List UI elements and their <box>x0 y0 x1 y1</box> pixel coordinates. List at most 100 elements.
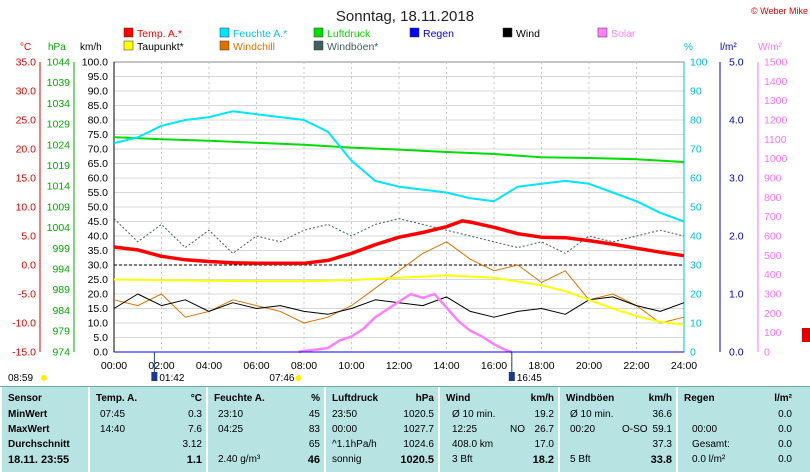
legend-label: Solar <box>611 28 636 40</box>
sensor-row: Durchschnitt <box>8 439 70 450</box>
gust-dir: O-SO <box>622 424 648 435</box>
wind-time: Ø 10 min. <box>452 409 496 420</box>
tick-pressure: 1024 <box>47 139 71 151</box>
tick-time: 04:00 <box>196 360 222 372</box>
rain-label: 00:00 <box>692 424 718 435</box>
tick-temp: 15.0 <box>16 173 37 185</box>
gust-header: Windböen <box>566 393 615 404</box>
rain-unit: l/m² <box>774 393 792 404</box>
wind-value: 26.7 <box>534 424 554 435</box>
legend-label: Temp. A.* <box>137 28 182 40</box>
gust-value: 36.6 <box>652 409 672 420</box>
tick-time: 02:00 <box>148 360 174 372</box>
tick-time: 16:00 <box>481 360 507 372</box>
tick-time: 18:00 <box>528 360 554 372</box>
hum-time: 04:25 <box>218 424 244 435</box>
tick-wind: 50.0 <box>88 202 109 214</box>
tick-solar: 400 <box>764 269 782 281</box>
tick-wind: 30.0 <box>88 260 109 272</box>
tick-solar: 1400 <box>764 76 788 88</box>
gust-value: 33.8 <box>650 454 672 466</box>
hum-header: Feuchte A. <box>214 393 265 404</box>
tick-time: 00:00 <box>101 360 127 372</box>
tick-wind: 10.0 <box>88 318 109 330</box>
col-pressure: Luftdruck hPa 23:50 1020.5 00:00 1027.7 ^1.1hP… <box>324 387 438 472</box>
tick-temp: 25.0 <box>16 115 37 127</box>
hum-value: 65 <box>308 439 320 450</box>
tick-solar: 700 <box>764 211 782 223</box>
hum-time: 2.40 g/m³ <box>218 454 261 465</box>
press-time: ^1.1hPa/h <box>332 439 377 450</box>
press-time: sonnig <box>332 454 362 465</box>
tick-time: 14:00 <box>433 360 459 372</box>
col-temp: Temp. A. °C 07:45 0.3 14:40 7.6 3.12 1.1 <box>88 387 206 472</box>
legend-swatch <box>219 40 230 51</box>
legend-swatch <box>313 27 324 38</box>
tick-solar: 800 <box>764 192 782 204</box>
tick-pressure: 1014 <box>47 181 71 193</box>
tick-temp: -5.0 <box>18 289 36 301</box>
legend-swatch <box>502 27 513 38</box>
rain-value: 0.0 <box>778 424 792 435</box>
statistics-table: Sensor MinWert MaxWert Durchschnitt 18.11. 2… <box>0 386 810 472</box>
press-time: 23:50 <box>332 409 358 420</box>
series-taupunkt <box>113 274 685 326</box>
moonrise-icon <box>41 375 47 381</box>
hum-unit: % <box>311 393 320 404</box>
tick-wind: 35.0 <box>88 245 109 257</box>
unit-pressure: hPa <box>48 42 66 53</box>
tick-solar: 300 <box>764 289 782 301</box>
tick-temp: -15.0 <box>12 347 36 359</box>
right-edge-marker <box>802 328 810 342</box>
series-feuchte-a <box>113 110 685 223</box>
press-header: Luftdruck <box>332 393 379 404</box>
tick-humidity: 50 <box>690 202 702 214</box>
series-lines <box>113 110 685 354</box>
tick-time: 06:00 <box>243 360 269 372</box>
tick-temp: 35.0 <box>16 57 37 69</box>
chart-title: Sonntag, 18.11.2018 <box>336 8 474 25</box>
tick-wind: 0.0 <box>93 347 108 359</box>
tick-pressure: 1009 <box>47 201 71 213</box>
tick-wind: 40.0 <box>88 231 109 243</box>
hum-value: 46 <box>307 454 320 466</box>
tick-wind: 70.0 <box>88 144 109 156</box>
col-wind: Wind km/h Ø 10 min. 19.2 12:25 NO 26.7 408.0 km… <box>438 387 558 472</box>
tick-wind: 60.0 <box>88 173 109 185</box>
sunrise-icon <box>295 375 302 381</box>
tick-pressure: 984 <box>52 305 70 317</box>
tick-wind: 45.0 <box>88 216 109 228</box>
tick-pressure: 979 <box>52 326 70 338</box>
tick-wind: 75.0 <box>88 129 109 141</box>
hum-time: 23:10 <box>218 409 244 420</box>
copyright: © Weber Mike <box>751 6 808 16</box>
gust-time: 5 Bft <box>570 454 591 465</box>
legend-swatch <box>313 40 324 51</box>
press-value: 1020.5 <box>400 454 434 466</box>
legend-swatch <box>219 27 230 38</box>
legend-label: Regen <box>423 28 454 40</box>
tick-solar: 100 <box>764 327 782 339</box>
tick-labels: 100.095.090.085.080.075.070.065.060.055.… <box>12 57 787 373</box>
tick-humidity: 70 <box>690 144 702 156</box>
wind-time: 12:25 <box>452 424 478 435</box>
tick-humidity: 60 <box>690 173 702 185</box>
tick-wind: 90.0 <box>88 86 109 98</box>
tick-humidity: 90 <box>690 86 702 98</box>
unit-wind: km/h <box>80 42 102 53</box>
legend-label: Wind <box>516 28 540 40</box>
temp-value: 1.1 <box>186 454 202 466</box>
tick-humidity: 20 <box>690 289 702 301</box>
unit-temp: °C <box>20 42 31 53</box>
grid <box>39 62 759 352</box>
tick-pressure: 1004 <box>47 222 71 234</box>
tick-humidity: 40 <box>690 231 702 243</box>
tick-temp: 30.0 <box>16 86 37 98</box>
wind-value: 19.2 <box>534 409 554 420</box>
unit-solar: W/m² <box>758 42 783 53</box>
legend-swatch <box>123 40 134 51</box>
unit-rain: l/m² <box>720 42 737 53</box>
temp-time: 14:40 <box>100 424 126 435</box>
press-time: 00:00 <box>332 424 358 435</box>
tick-humidity: 0 <box>690 347 696 359</box>
